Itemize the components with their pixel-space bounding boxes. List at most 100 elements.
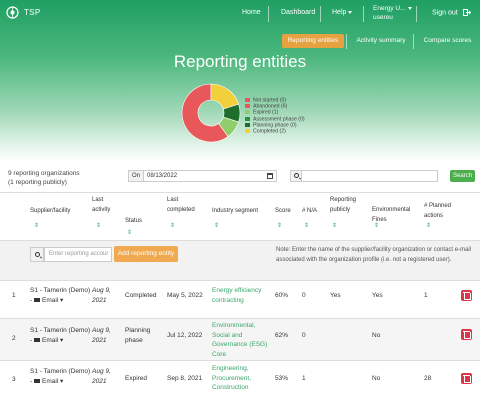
tab-activity-summary[interactable]: Activity summary: [356, 37, 406, 44]
industry-line: Construction: [212, 384, 249, 391]
top-navbar: TSP Home Dashboard Help Energy U... user…: [0, 0, 480, 26]
pie-slice-abandoned[interactable]: [181, 83, 229, 143]
header-last-completed[interactable]: Last completed: [167, 197, 195, 213]
search-icon: [294, 173, 299, 178]
industry-line: Social and: [212, 331, 243, 339]
email-link[interactable]: - Email ▾: [30, 296, 64, 304]
org-public-count: (1 reporting publicly): [8, 179, 67, 186]
nav-dashboard[interactable]: Dashboard: [281, 9, 316, 16]
industry-line: Energy efficiency: [212, 287, 262, 294]
tab-reporting-entities[interactable]: Reporting entities: [282, 34, 344, 48]
signout-icon: [462, 9, 471, 16]
sort-icon[interactable]: ⇕: [374, 223, 380, 229]
reporting-account-input[interactable]: Enter reporting accour: [44, 247, 112, 262]
brand-name: TSP: [24, 8, 41, 17]
header-industry[interactable]: Industry segment: [212, 208, 259, 214]
score-cell: 60%: [275, 292, 289, 299]
sort-icon[interactable]: ⇕: [214, 223, 220, 229]
legend-swatch: [245, 104, 250, 109]
table-row[interactable]: 2 S1 - Tamerin (Demo) - Email ▾ Aug 9, 20…: [0, 318, 480, 360]
supplier-cell: S1 - Tamerin (Demo) - Email ▾: [30, 286, 90, 305]
row-number: 2: [12, 335, 16, 342]
planned-actions-cell: 1: [424, 292, 428, 299]
chevron-down-icon: [407, 6, 412, 10]
industry-line: contracting: [212, 296, 244, 304]
sort-icon[interactable]: ⇕: [96, 223, 102, 229]
legend-label: Planning phase (0): [253, 122, 297, 129]
tab-compare-scores[interactable]: Compare scores: [423, 37, 472, 44]
divider: [0, 192, 480, 193]
legend-label: Abandoned (6): [253, 103, 288, 110]
score-cell: 62%: [275, 332, 289, 339]
header-supplier[interactable]: Supplier/facility: [30, 208, 71, 214]
supplier-name[interactable]: S1 - Tamerin (Demo): [30, 287, 91, 294]
delete-icon[interactable]: [461, 290, 472, 301]
header-reporting-publicly[interactable]: Reporting publicly: [330, 197, 357, 213]
user-menu[interactable]: Energy U... usereu: [373, 4, 412, 22]
industry-cell[interactable]: Engineering, Procurement, Construction: [212, 364, 251, 393]
legend-swatch: [245, 110, 250, 115]
status-line: Planning: [125, 327, 151, 334]
nav-help[interactable]: Help: [332, 9, 353, 16]
sort-icon[interactable]: ⇕: [304, 223, 310, 229]
sort-icon[interactable]: ⇕: [426, 223, 432, 229]
sort-icon[interactable]: ⇕: [34, 223, 40, 229]
add-reporting-entity-button[interactable]: Add reporting entity: [114, 246, 178, 262]
legend-label: Assessment phase (0): [253, 115, 305, 122]
email-label: Email: [41, 377, 59, 385]
status-line: phase: [125, 336, 143, 344]
org-count: 9 reporting organizations: [8, 170, 80, 177]
sort-icon[interactable]: ⇕: [127, 230, 133, 236]
legend-swatch: [245, 98, 250, 102]
nav-home[interactable]: Home: [242, 9, 261, 16]
envelope-icon: [33, 378, 40, 383]
nav-help-label: Help: [332, 9, 347, 16]
industry-line: Core: [212, 350, 227, 358]
signout-button[interactable]: Sign out: [432, 9, 471, 16]
date-value: 08/13/2022: [147, 173, 178, 179]
account-search-prefix: [30, 247, 44, 262]
divider: [416, 6, 417, 22]
sort-icon[interactable]: ⇕: [332, 223, 338, 229]
header-last-activity[interactable]: Last activity: [92, 197, 111, 213]
search-input[interactable]: [301, 170, 438, 182]
delete-icon[interactable]: [461, 373, 472, 384]
table-row[interactable]: 3 S1 - Tamerin (Demo) - Email ▾ Aug 9, 20…: [0, 360, 480, 400]
email-link[interactable]: - Email ▾: [30, 377, 64, 385]
org-summary: 9 reporting organizations (1 reporting p…: [8, 169, 80, 187]
header-na[interactable]: # N/A: [302, 208, 318, 214]
score-cell: 53%: [275, 375, 289, 382]
industry-cell[interactable]: Energy efficiency contracting: [212, 286, 261, 305]
search-button[interactable]: Search: [450, 170, 475, 182]
section-tabs: Reporting entities Activity summary Comp…: [0, 34, 480, 50]
industry-line: Governance (ESG): [212, 341, 268, 348]
sort-icon[interactable]: ⇕: [277, 223, 283, 229]
legend-item: Abandoned (6): [245, 104, 305, 110]
email-label: Email: [41, 296, 59, 304]
na-cell: 1: [302, 375, 306, 382]
header-score[interactable]: Score: [275, 208, 291, 214]
header-planned-actions[interactable]: # Planned actions: [424, 203, 452, 219]
signout-label: Sign out: [432, 9, 458, 17]
row-number: 1: [12, 292, 16, 299]
date-input[interactable]: 08/13/2022: [143, 170, 277, 182]
pie-slice-completed[interactable]: [210, 83, 239, 110]
sort-icon[interactable]: ⇕: [170, 223, 176, 229]
supplier-name[interactable]: S1 - Tamerin (Demo): [30, 327, 91, 334]
calendar-icon[interactable]: [267, 173, 273, 179]
legend-label: Not started (0): [253, 97, 287, 104]
supplier-name[interactable]: S1 - Tamerin (Demo): [30, 368, 91, 375]
supplier-cell: S1 - Tamerin (Demo) - Email ▾: [30, 367, 90, 386]
industry-cell[interactable]: Environmental, Social and Governance (ESG)…: [212, 321, 267, 359]
divider: [320, 6, 321, 22]
header-env-fines[interactable]: Environmental Fines: [372, 207, 411, 223]
divider: [268, 6, 269, 22]
divider: [413, 34, 414, 49]
header-status[interactable]: Status: [125, 218, 143, 224]
last-activity-date: Aug 9,: [92, 287, 111, 294]
table-row[interactable]: 1 S1 - Tamerin (Demo) - Email ▾ Aug 9, 20…: [0, 280, 480, 318]
legend-item: Planning phase (0): [245, 122, 305, 129]
email-link[interactable]: - Email ▾: [30, 336, 64, 344]
delete-icon[interactable]: [461, 329, 472, 340]
last-activity-date: Aug 9,: [92, 368, 111, 375]
